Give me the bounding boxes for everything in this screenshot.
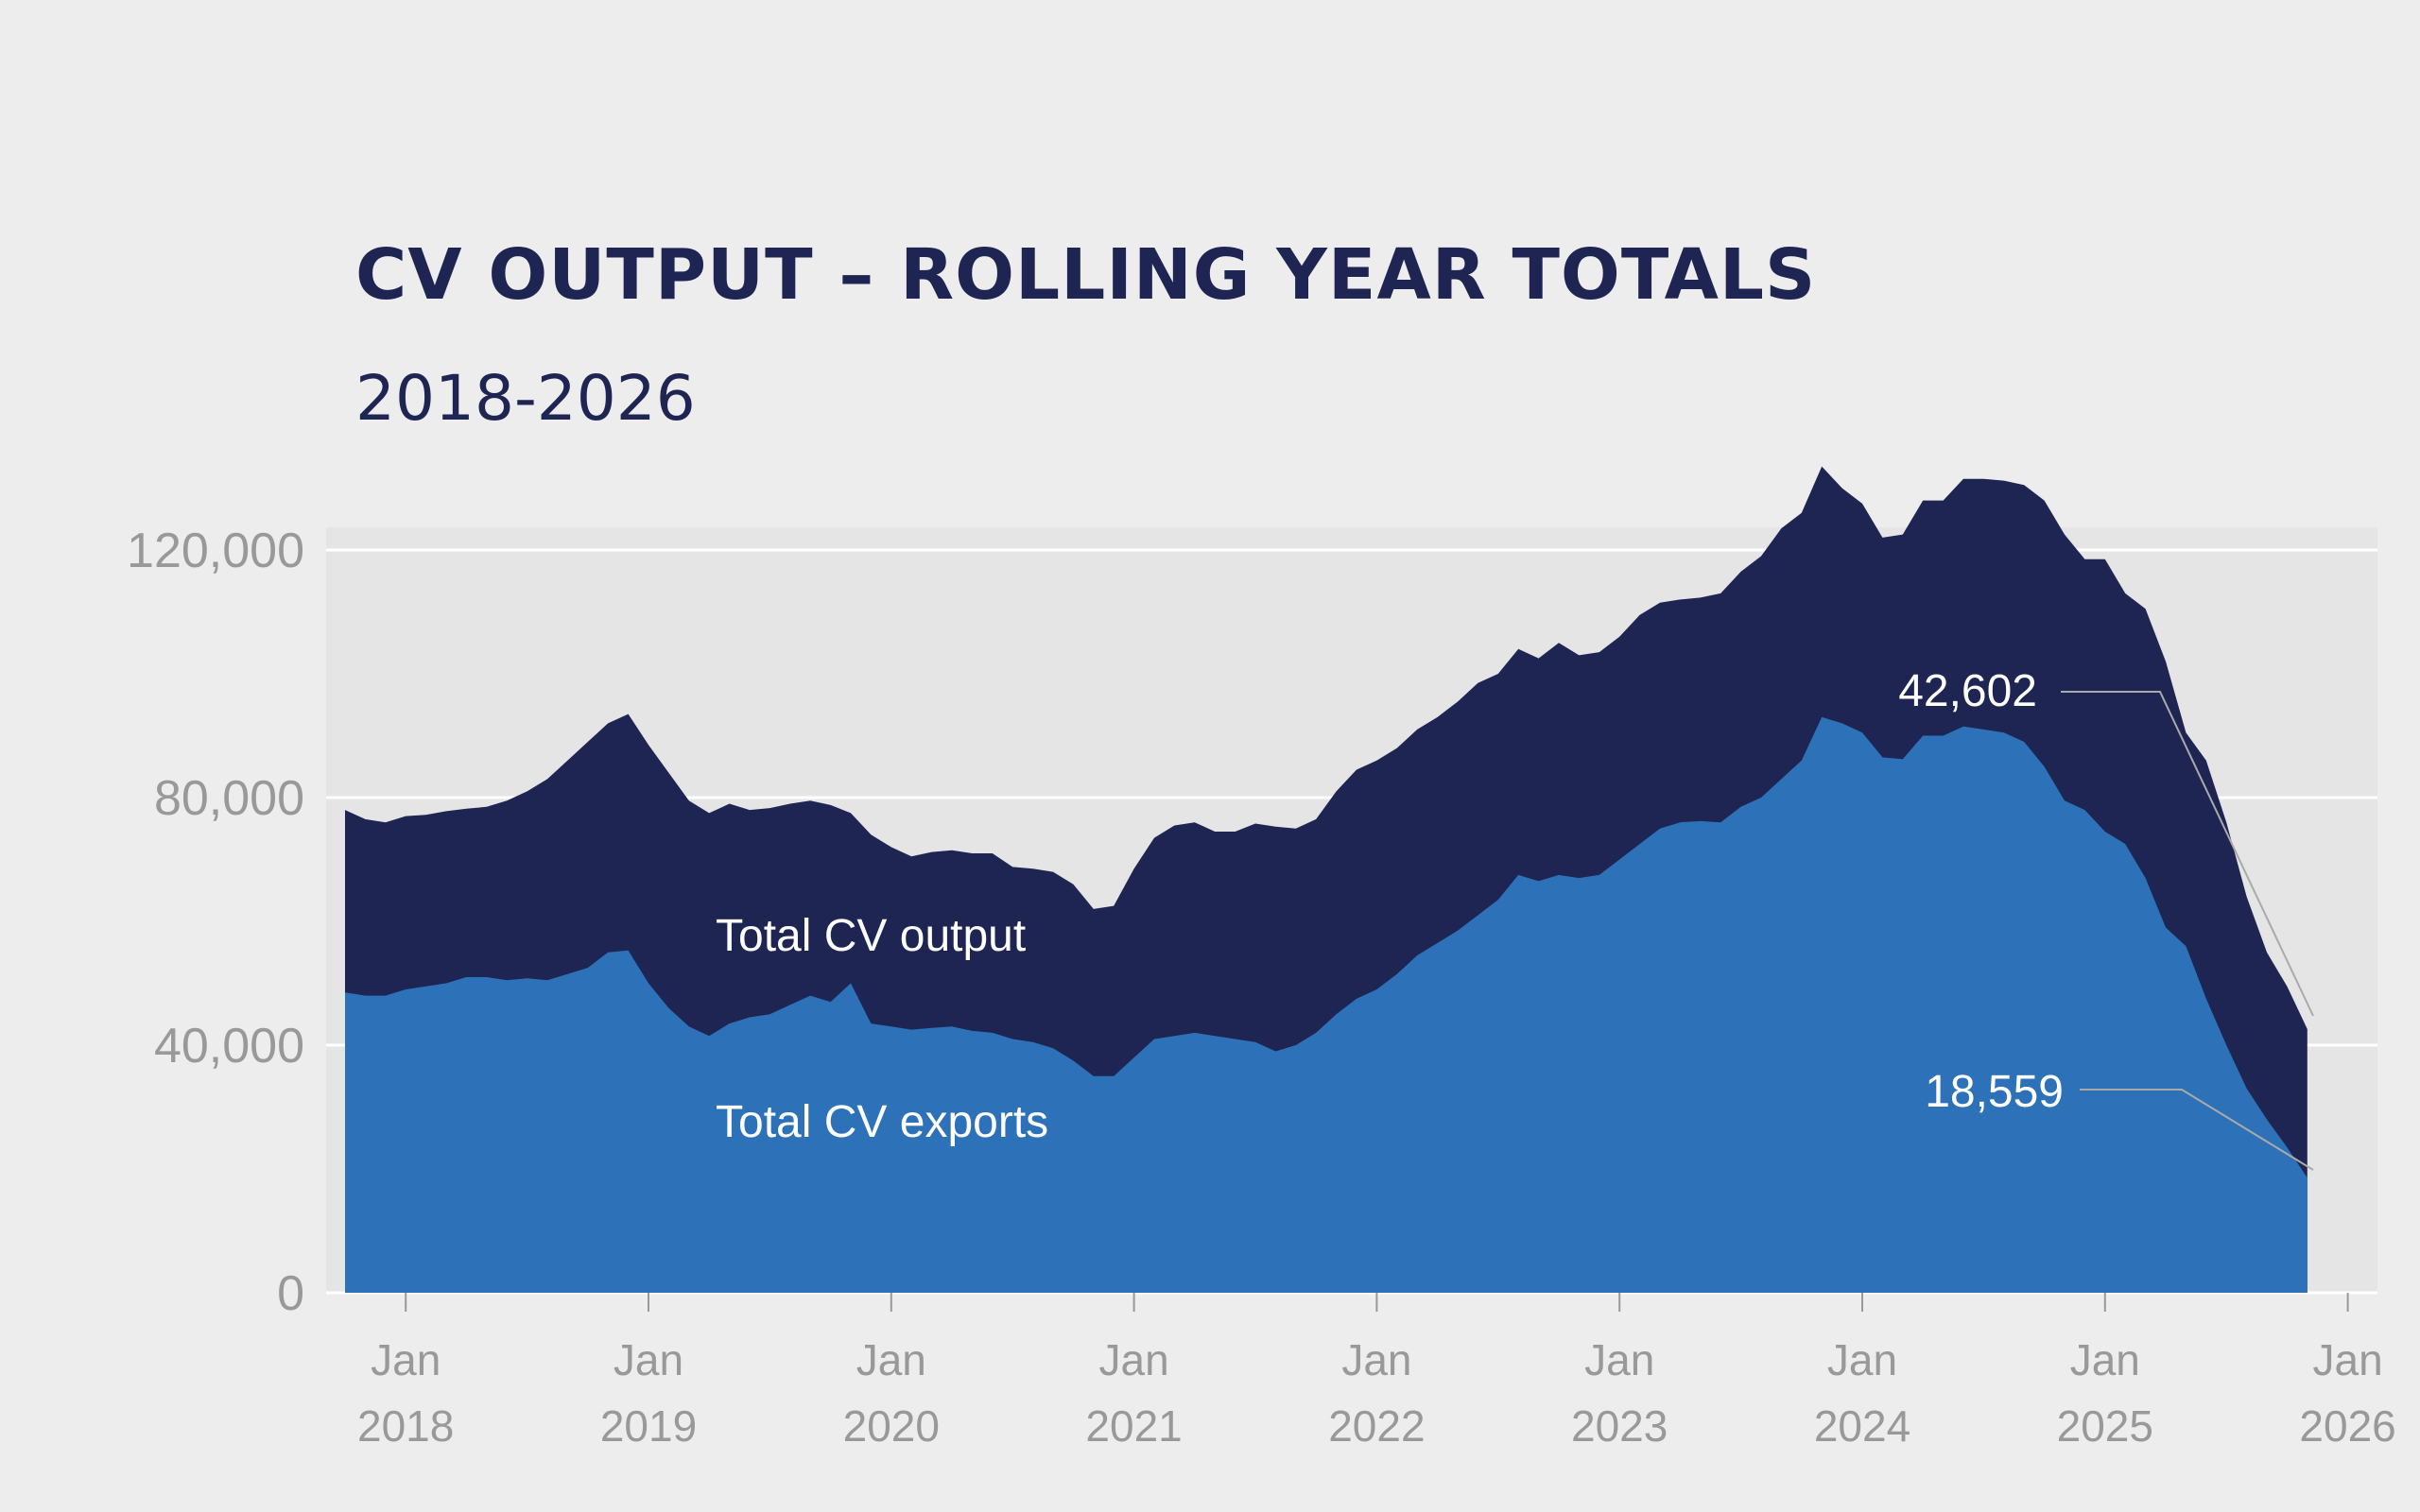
- callout-exports-value: 18,559: [1925, 1067, 2064, 1117]
- chart-title: CV OUTPUT – ROLLING YEAR TOTALS: [355, 234, 1816, 316]
- x-tick-label-month: Jan: [1827, 1335, 1897, 1384]
- x-tick-label-year: 2021: [1085, 1401, 1182, 1451]
- x-tick-label-year: 2018: [357, 1401, 454, 1451]
- x-tick-label-year: 2022: [1328, 1401, 1425, 1451]
- x-tick-label-year: 2026: [2299, 1401, 2395, 1451]
- x-tick-label-year: 2025: [2057, 1401, 2153, 1451]
- callout-output-leader: [2061, 691, 2314, 1017]
- label-total-cv-exports: Total CV exports: [716, 1097, 1048, 1147]
- y-tick-label: 0: [277, 1266, 304, 1321]
- x-tick-label-year: 2023: [1571, 1401, 1668, 1451]
- label-total-cv-output: Total CV output: [716, 911, 1026, 961]
- x-tick-label-year: 2020: [843, 1401, 940, 1451]
- x-tick-label-month: Jan: [856, 1335, 926, 1384]
- x-tick-label-year: 2024: [1814, 1401, 1910, 1451]
- y-axis-ticks: 0 40,000 80,000 120,000: [127, 524, 304, 1321]
- area-total-cv-exports: [345, 716, 2308, 1293]
- x-tick-label-year: 2019: [600, 1401, 697, 1451]
- chart-subtitle: 2018-2026: [355, 362, 696, 435]
- x-tick-label-month: Jan: [371, 1335, 441, 1384]
- x-axis-ticks: Jan 2018 Jan 2019 Jan 2020 Jan 2021 Jan 2022 Jan 20…: [357, 1293, 2396, 1451]
- x-tick-label-month: Jan: [614, 1335, 683, 1384]
- x-tick-label-month: Jan: [1099, 1335, 1169, 1384]
- x-tick-label-month: Jan: [2313, 1335, 2383, 1384]
- x-tick-label-month: Jan: [1584, 1335, 1654, 1384]
- y-tick-label: 40,000: [154, 1019, 304, 1074]
- y-tick-label: 80,000: [154, 771, 304, 826]
- callout-output-value: 42,602: [1898, 666, 2037, 716]
- y-tick-label: 120,000: [127, 524, 304, 578]
- callout-exports-leader: [2080, 1089, 2314, 1171]
- x-tick-label-month: Jan: [1341, 1335, 1411, 1384]
- series-areas: [345, 466, 2308, 1294]
- x-tick-label-month: Jan: [2070, 1335, 2140, 1384]
